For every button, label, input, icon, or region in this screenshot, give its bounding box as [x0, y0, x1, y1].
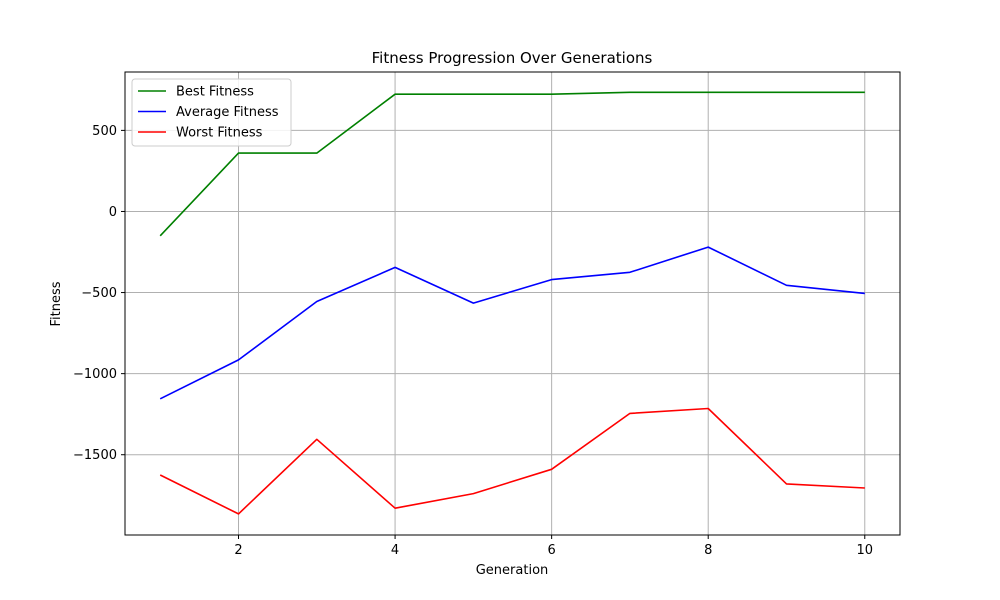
legend-label-best-fitness: Best Fitness	[176, 85, 254, 100]
x-tick-label: 2	[234, 543, 242, 558]
y-tick-label: 0	[109, 205, 117, 220]
axis-ticks: 2 4 6 8 10 500 0 −500 −1000 −1500	[73, 124, 873, 558]
y-tick-label: 500	[92, 124, 117, 139]
x-tick-label: 4	[391, 543, 399, 558]
y-tick-label: −1500	[73, 448, 117, 463]
y-tick-label: −500	[81, 286, 117, 301]
x-tick-label: 8	[704, 543, 712, 558]
plot-frame	[124, 71, 901, 536]
worst-fitness-line	[159, 407, 865, 515]
chart-title: Fitness Progression Over Generations	[372, 49, 653, 67]
best-fitness-line	[159, 91, 865, 237]
legend-box	[131, 78, 292, 147]
x-tick-label: 6	[548, 543, 556, 558]
average-fitness-line	[159, 246, 865, 400]
x-tick-label: 10	[856, 543, 873, 558]
legend-label-worst-fitness: Worst Fitness	[176, 126, 263, 141]
y-axis-label: Fitness	[49, 281, 64, 326]
legend: Best Fitness Average Fitness Worst Fitness	[131, 78, 292, 147]
series-lines	[159, 91, 865, 515]
x-axis-label: Generation	[476, 563, 549, 578]
legend-label-average-fitness: Average Fitness	[176, 105, 279, 120]
y-tick-label: −1000	[73, 367, 117, 382]
